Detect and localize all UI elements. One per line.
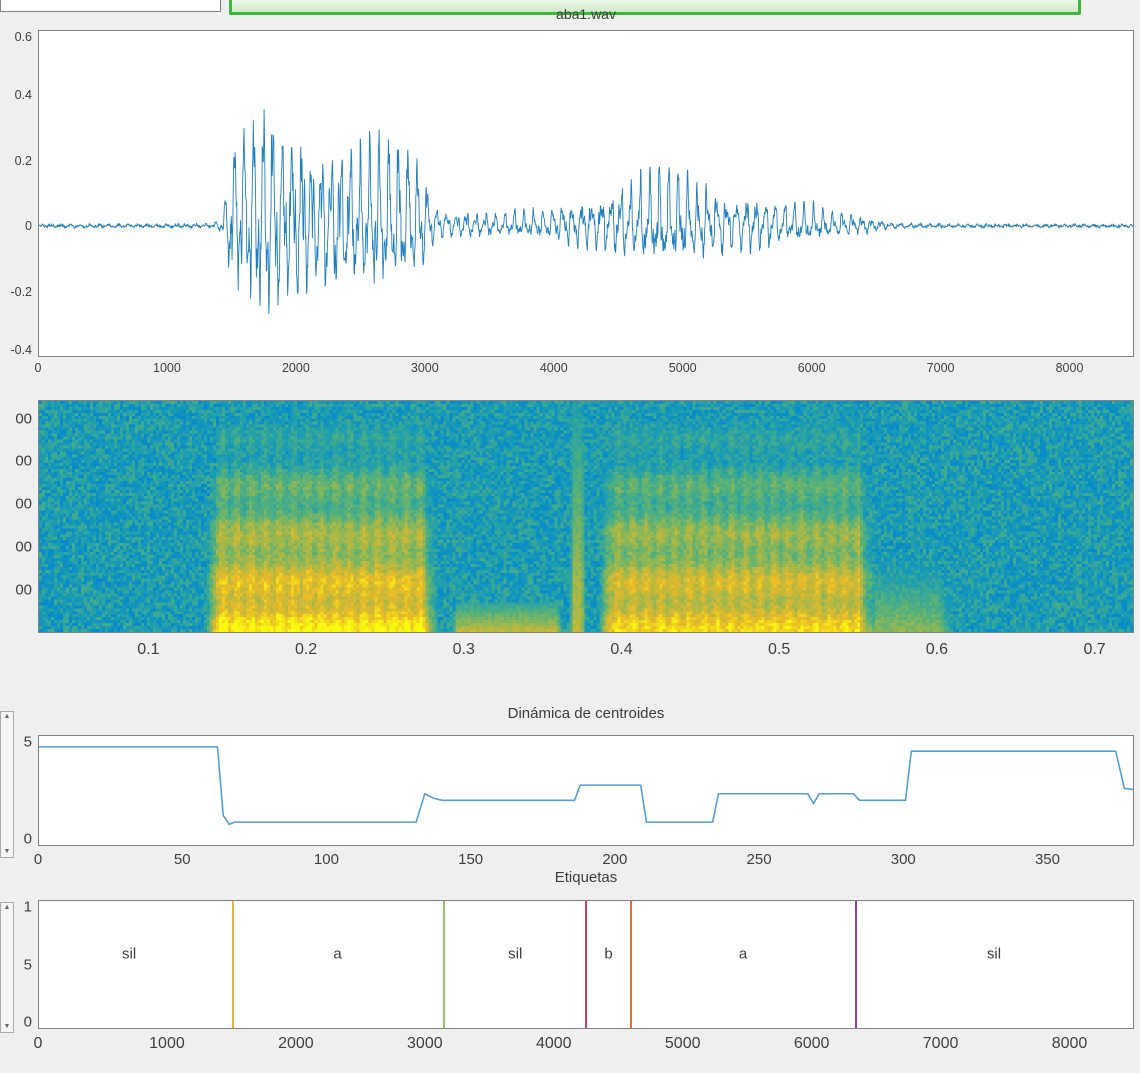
etiquetas-slider[interactable]: ▲ ▼ [0, 902, 14, 1033]
slider-down-icon[interactable]: ▼ [3, 848, 11, 855]
segment-boundary-line[interactable] [585, 901, 587, 1028]
x-tick-label: 7000 [926, 361, 955, 375]
x-tick-label: 6000 [793, 1035, 830, 1052]
x-tick-label: 0 [34, 361, 42, 375]
x-tick-label: 5000 [668, 361, 697, 375]
spectrogram-x-axis: 0.1 0.2 0.3 0.4 0.5 0.6 0.7 [38, 641, 1134, 661]
segment-boundary-line[interactable] [855, 901, 858, 1028]
y-tick-label: 0.6 [14, 30, 32, 44]
y-tick-label: -0.2 [10, 284, 32, 299]
y-tick-label: 1 [23, 898, 32, 916]
x-tick-label: 2000 [281, 361, 310, 375]
spectrogram-image [39, 401, 1133, 632]
x-tick-label: 50 [173, 851, 191, 868]
y-tick-label: 0 [25, 219, 32, 234]
x-tick-label: 0.6 [925, 641, 948, 658]
segment-label: a [333, 945, 342, 963]
x-tick-label: 8000 [1051, 1035, 1088, 1052]
green-action-button[interactable] [229, 0, 1081, 15]
waveform-y-axis: 0.6 0.4 0.2 0 -0.2 -0.4 [0, 30, 34, 357]
x-tick-label: 250 [746, 851, 772, 868]
x-tick-label: 0.3 [452, 641, 475, 658]
x-tick-label: 2000 [278, 1035, 314, 1052]
waveform-x-axis: 0 1000 2000 3000 4000 5000 6000 7000 8000 [34, 361, 1134, 381]
x-tick-label: 0 [33, 1035, 43, 1052]
y-tick-label: 00 [15, 495, 32, 513]
centroid-plot [38, 735, 1134, 846]
x-tick-label: 0.7 [1083, 641, 1106, 658]
centroid-line [39, 746, 1133, 826]
x-tick-label: 5000 [664, 1035, 701, 1052]
centroid-x-axis: 0 50 100 150 200 250 300 350 [34, 851, 1134, 871]
y-tick-label: 0 [23, 830, 32, 848]
x-tick-label: 7000 [922, 1035, 959, 1052]
y-tick-label: 00 [15, 538, 32, 556]
x-tick-label: 200 [602, 851, 628, 868]
segment-boundary-line[interactable] [630, 901, 633, 1028]
slider-up-icon[interactable]: ▲ [3, 713, 11, 720]
centroid-title: Dinámica de centroides [507, 705, 665, 722]
y-tick-label: 00 [15, 452, 32, 470]
y-tick-label: 5 [23, 956, 32, 973]
segment-label: b [604, 945, 613, 963]
x-tick-label: 4000 [535, 1035, 572, 1052]
waveform-line [39, 109, 1133, 314]
x-tick-label: 150 [458, 851, 484, 868]
etiquetas-title: Etiquetas [554, 869, 618, 886]
segment-label: sil [508, 945, 523, 963]
spectrogram-y-axis: 00 00 00 00 00 [0, 400, 34, 633]
y-tick-label: 5 [23, 733, 32, 751]
etiquetas-plot[interactable]: sil a sil b a sil [38, 900, 1134, 1029]
x-tick-label: 100 [313, 851, 339, 868]
segment-label: a [738, 945, 748, 963]
waveform-plot [38, 30, 1134, 357]
x-tick-label: 6000 [797, 361, 826, 375]
filename-edit-box[interactable] [0, 0, 221, 12]
x-tick-label: 0.2 [294, 641, 318, 658]
x-tick-label: 350 [1034, 851, 1060, 868]
x-tick-label: 3000 [407, 1035, 443, 1052]
slider-down-icon[interactable]: ▼ [3, 1023, 11, 1030]
centroid-slider[interactable]: ▲ ▼ [0, 711, 14, 858]
x-tick-label: 0.4 [610, 641, 633, 658]
segment-label: sil [986, 945, 1002, 963]
etiquetas-y-axis: 1 5 0 [18, 898, 34, 1031]
x-tick-label: 1000 [149, 1035, 185, 1052]
segment-boundary-line[interactable] [231, 901, 234, 1028]
x-tick-label: 1000 [153, 361, 181, 375]
slider-up-icon[interactable]: ▲ [3, 904, 11, 911]
segment-label: sil [122, 945, 137, 963]
x-tick-label: 0.1 [137, 641, 160, 658]
y-tick-label: 00 [15, 410, 32, 428]
x-tick-label: 8000 [1055, 361, 1084, 375]
y-tick-label: -0.4 [10, 343, 32, 357]
x-tick-label: 3000 [410, 361, 439, 375]
waveform-title: aba1.wav [556, 6, 616, 22]
etiquetas-x-axis: 0 1000 2000 3000 4000 5000 6000 7000 8000 [34, 1035, 1134, 1055]
x-tick-label: 300 [890, 851, 916, 868]
x-tick-label: 0 [33, 851, 43, 868]
spectrogram-plot [38, 400, 1134, 633]
y-tick-label: 0.2 [14, 153, 32, 168]
y-tick-label: 00 [15, 581, 32, 599]
segment-boundary-line[interactable] [443, 901, 446, 1028]
x-tick-label: 4000 [539, 361, 568, 375]
x-tick-label: 0.5 [768, 641, 791, 658]
y-tick-label: 0 [23, 1013, 32, 1031]
y-tick-label: 0.4 [14, 88, 32, 103]
